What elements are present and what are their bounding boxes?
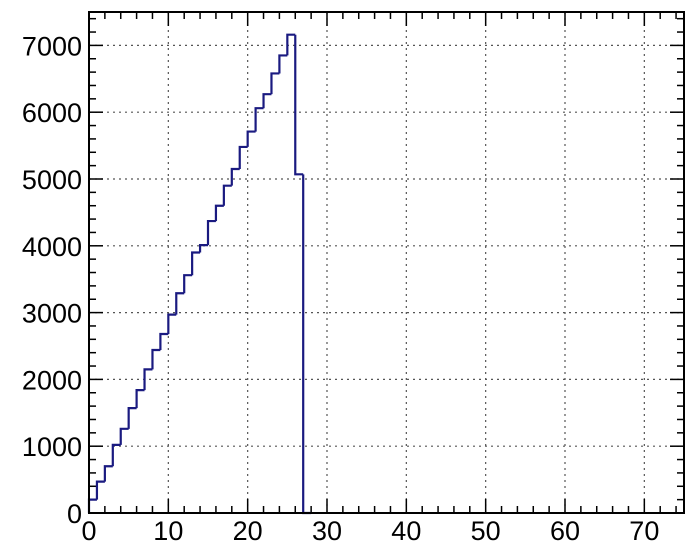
histogram-bin xyxy=(191,251,201,276)
y-tick-label: 2000 xyxy=(22,365,82,395)
x-tick-label: 10 xyxy=(153,516,183,546)
histogram-bin xyxy=(87,498,97,513)
y-tick-label: 0 xyxy=(67,499,82,529)
histogram-bin xyxy=(175,292,185,315)
histogram-bin xyxy=(302,174,312,515)
x-tick-label: 60 xyxy=(550,516,580,546)
histogram-bin xyxy=(270,72,280,95)
plot-frame xyxy=(88,11,685,514)
x-axis-tick-labels: 0 10 20 30 40 50 60 70 xyxy=(81,516,659,546)
x-tick-label: 50 xyxy=(471,516,501,546)
histogram-bin xyxy=(103,465,113,482)
y-tick-label: 1000 xyxy=(22,432,82,462)
x-tick-label: 70 xyxy=(629,516,659,546)
x-tick-label: 40 xyxy=(391,516,421,546)
y-tick-label: 7000 xyxy=(22,31,82,61)
histogram-bin xyxy=(246,130,256,147)
y-axis-tick-labels: 0 1000 2000 3000 4000 5000 6000 7000 xyxy=(22,31,82,529)
histogram-bin xyxy=(198,244,208,253)
histogram-bin xyxy=(206,219,216,246)
histogram-bin xyxy=(135,388,145,409)
histogram-bin xyxy=(254,107,264,132)
x-tick-label: 30 xyxy=(312,516,342,546)
histogram-bin xyxy=(159,332,169,351)
y-tick-label: 6000 xyxy=(22,98,82,128)
y-tick-label: 5000 xyxy=(22,165,82,195)
histogram-bin xyxy=(143,368,153,391)
histogram-bin xyxy=(183,274,193,294)
histogram-bin xyxy=(294,34,304,176)
histogram-bin xyxy=(111,443,121,467)
axis-ticks xyxy=(88,12,684,514)
histogram-bin xyxy=(95,480,105,500)
histogram-series xyxy=(87,33,312,515)
x-tick-label: 0 xyxy=(81,516,96,546)
histogram-bin xyxy=(119,427,129,445)
histogram-bin xyxy=(167,313,177,334)
histogram-bin xyxy=(151,348,161,370)
y-tick-label: 4000 xyxy=(22,232,82,262)
histogram-bin xyxy=(230,167,240,186)
histogram-bin xyxy=(127,407,137,429)
histogram-bin xyxy=(286,33,296,56)
histogram-bin xyxy=(222,184,232,206)
histogram-bin xyxy=(278,54,288,74)
histogram-bin xyxy=(214,204,224,222)
x-tick-label: 20 xyxy=(233,516,263,546)
histogram-bin xyxy=(262,93,272,109)
grid-lines xyxy=(89,12,684,513)
y-tick-label: 3000 xyxy=(22,299,82,329)
histogram-bin xyxy=(238,145,248,169)
